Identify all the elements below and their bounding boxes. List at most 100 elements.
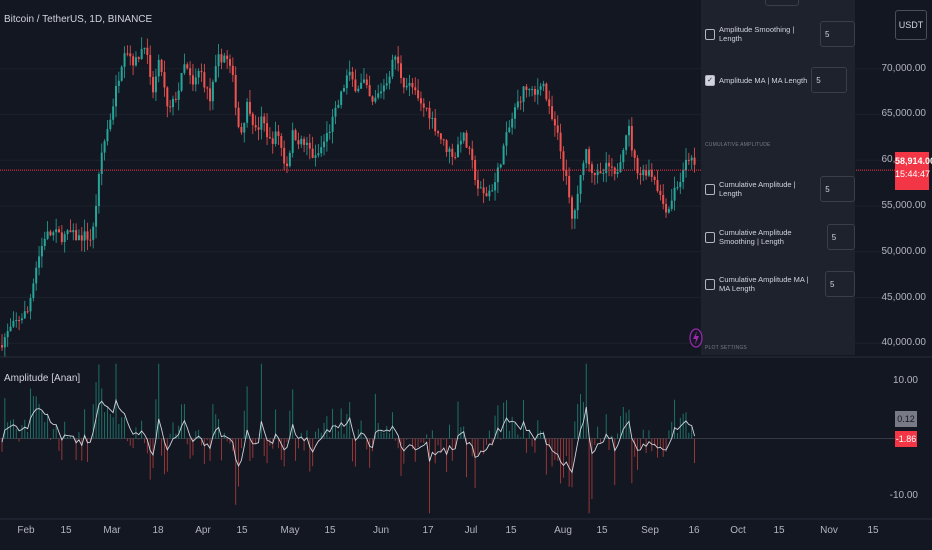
time-axis-label: Apr xyxy=(195,525,211,536)
candle xyxy=(217,43,220,78)
candle xyxy=(499,163,502,169)
amplitude-smoothing-checkbox[interactable] xyxy=(705,28,715,40)
time-axis-label: Oct xyxy=(730,525,746,536)
time-axis-label: 15 xyxy=(324,525,336,536)
candle xyxy=(414,77,417,96)
candle xyxy=(126,45,129,57)
candle xyxy=(437,130,440,137)
cumulative-amplitude-ma-checkbox[interactable] xyxy=(705,278,715,290)
candle xyxy=(49,229,52,237)
candle xyxy=(169,99,172,113)
cumulative-amplitude-smoothing-checkbox[interactable] xyxy=(705,231,715,243)
candle xyxy=(471,140,474,169)
candle xyxy=(20,313,23,324)
settings-input-top-partial[interactable] xyxy=(765,0,799,6)
candle xyxy=(565,159,568,185)
candle xyxy=(209,78,212,111)
candle xyxy=(382,78,385,100)
currency-button[interactable]: USDT xyxy=(895,10,927,40)
candle xyxy=(571,195,573,230)
candle xyxy=(360,73,363,89)
candle xyxy=(374,90,377,104)
cumulative-amplitude-row: Cumulative Amplitude | Length 5 xyxy=(705,176,855,202)
candle xyxy=(354,69,357,93)
amplitude-smoothing-row: Amplitude Smoothing | Length 5 xyxy=(705,21,855,47)
candle xyxy=(89,229,92,247)
candle xyxy=(343,84,345,93)
time-axis-label: 18 xyxy=(152,525,164,536)
candle xyxy=(260,106,263,140)
candle xyxy=(451,143,454,166)
amplitude-ma-length-input[interactable]: 5 xyxy=(811,67,848,93)
candle xyxy=(83,219,86,252)
candle xyxy=(536,78,539,105)
candle xyxy=(97,171,100,214)
candle xyxy=(112,98,115,125)
amplitude-smoothing-length-input[interactable]: 5 xyxy=(820,21,855,47)
candle xyxy=(400,55,402,84)
cumulative-amplitude-checkbox[interactable] xyxy=(705,183,715,195)
candle xyxy=(251,111,254,135)
candle xyxy=(494,172,497,201)
amplitude-line xyxy=(1,398,696,474)
candle xyxy=(140,37,143,60)
candle xyxy=(146,38,149,65)
candle xyxy=(419,91,422,112)
chart-title[interactable]: Bitcoin / TetherUS, 1D, BINANCE xyxy=(4,14,153,25)
candle xyxy=(200,63,203,82)
candle xyxy=(157,54,160,83)
candle xyxy=(673,176,676,211)
candle xyxy=(636,155,639,180)
candle xyxy=(628,119,630,147)
candle xyxy=(32,278,35,302)
candle xyxy=(194,68,197,92)
lightning-bolt-icon[interactable] xyxy=(689,328,703,348)
candle xyxy=(653,175,656,185)
candle xyxy=(163,60,166,97)
candle xyxy=(425,107,428,112)
time-axis-label: 16 xyxy=(688,525,700,536)
price-axis-label: 55,000.00 xyxy=(881,199,927,211)
candle xyxy=(659,184,662,201)
candle xyxy=(220,48,223,70)
candle xyxy=(465,130,468,149)
candle xyxy=(397,46,400,72)
oscillator-title[interactable]: Amplitude [Anan] xyxy=(4,373,81,384)
cumulative-amplitude-smoothing-length-input[interactable]: 5 xyxy=(826,224,855,250)
candle xyxy=(448,146,451,164)
candle xyxy=(442,138,445,146)
time-axis-label: Nov xyxy=(820,525,838,536)
candle xyxy=(103,139,106,161)
candle xyxy=(274,121,277,147)
candle xyxy=(35,261,38,291)
amplitude-ma-checkbox[interactable]: ✓ xyxy=(705,74,715,86)
candle xyxy=(525,83,528,98)
candle xyxy=(474,155,477,186)
candle xyxy=(277,125,280,145)
candle xyxy=(348,60,351,81)
cumulative-amplitude-ma-length-input[interactable]: 5 xyxy=(824,271,855,297)
candle xyxy=(468,145,471,155)
price-axis-label: 65,000.00 xyxy=(881,108,927,120)
candle xyxy=(462,132,465,144)
candle xyxy=(231,57,234,83)
candle xyxy=(117,71,120,94)
candle xyxy=(240,122,243,135)
cumulative-amplitude-smoothing-row: Cumulative Amplitude Smoothing | Length … xyxy=(705,224,855,250)
candle xyxy=(459,132,462,153)
candle xyxy=(402,77,405,94)
candle xyxy=(457,136,459,158)
candle xyxy=(174,91,177,103)
candle xyxy=(411,78,414,95)
candle xyxy=(63,231,66,253)
candle xyxy=(23,300,26,319)
candle xyxy=(40,237,43,268)
candle xyxy=(596,163,599,184)
indicator-settings-panel[interactable]: Amplitude Smoothing | Length 5 ✓ Amplitu… xyxy=(701,0,855,355)
candle xyxy=(579,175,582,203)
cumulative-amplitude-length-input[interactable]: 5 xyxy=(820,176,855,202)
candle xyxy=(622,147,625,169)
candle xyxy=(115,75,117,118)
candle xyxy=(556,115,559,141)
candle xyxy=(183,53,186,76)
